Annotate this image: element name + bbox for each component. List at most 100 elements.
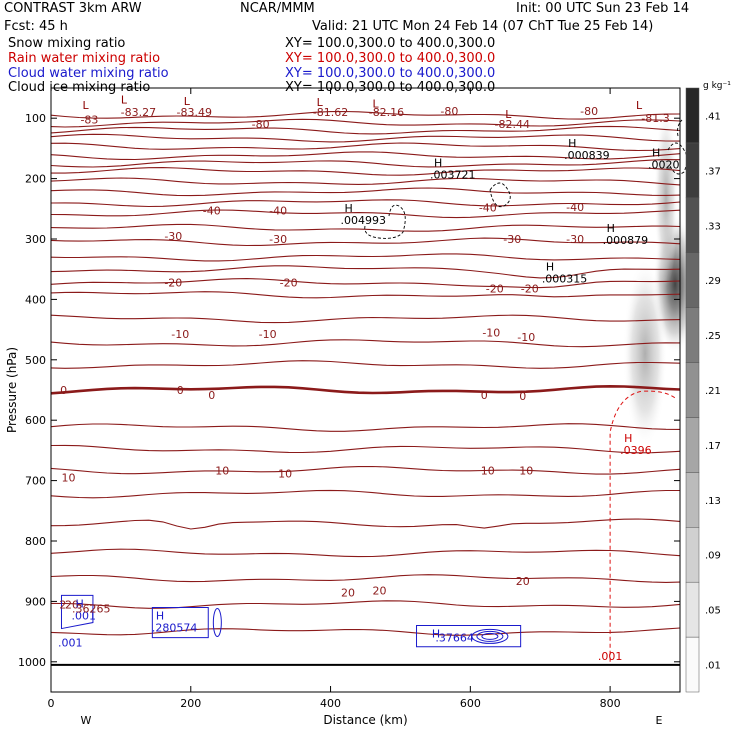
low-level-label: 2 bbox=[59, 598, 66, 611]
isotherm-label: -30 bbox=[269, 233, 287, 246]
field-xy-rain: XY= 100.0,300.0 to 400.0,300.0 bbox=[285, 51, 496, 66]
colorbar-cell bbox=[685, 636, 700, 693]
extremum-value: .000879 bbox=[603, 234, 649, 247]
isotherm-label: -10 bbox=[259, 328, 277, 341]
isotherm-label: -80 bbox=[440, 105, 458, 118]
isotherm-label: 0 bbox=[177, 384, 184, 397]
cloud-water-label: .001 bbox=[58, 636, 83, 649]
isotherm-line bbox=[50, 444, 681, 454]
isotherm-line bbox=[50, 253, 681, 262]
isotherm-label: 0 bbox=[481, 389, 488, 402]
colorbar-layer: .41 .37 .33 .29 .25 .21 .17 .13 .09 .05 .01 g kg⁻¹ bbox=[685, 81, 731, 693]
y-tick-label: 200 bbox=[25, 173, 46, 186]
low-level-label: .36265 bbox=[72, 603, 111, 616]
x-tick-label: 400 bbox=[320, 697, 341, 710]
colorbar-cell bbox=[685, 142, 700, 199]
isotherm-label: 20 bbox=[516, 575, 530, 588]
isotherm-label: 0 bbox=[60, 384, 67, 397]
isotherm-label: -83.27 bbox=[121, 106, 156, 119]
colorbar-unit: g kg⁻¹ bbox=[703, 81, 731, 91]
colorbar-tick-label: .13 bbox=[705, 496, 721, 507]
cloud-water-contour bbox=[60, 594, 94, 630]
extremum-mark: H bbox=[607, 222, 615, 235]
isotherm-line bbox=[50, 151, 681, 161]
field-xy-snow: XY= 100.0,300.0 to 400.0,300.0 bbox=[285, 36, 496, 51]
isotherm-line bbox=[50, 314, 681, 324]
isotherm-label: -20 bbox=[280, 276, 298, 289]
extremum-value: .004993 bbox=[341, 214, 387, 227]
cloud-ice-contour bbox=[489, 182, 511, 208]
extremum-mark: L bbox=[372, 97, 379, 110]
isotherm-layer bbox=[50, 110, 681, 636]
extremum-mark: L bbox=[317, 96, 324, 109]
isotherm-label: 0 bbox=[519, 390, 526, 403]
isotherm-line bbox=[50, 133, 681, 143]
colorbar-tick-label: .29 bbox=[705, 276, 721, 287]
isotherm-label: -30 bbox=[164, 230, 182, 243]
center-name: NCAR/MMM bbox=[240, 1, 315, 16]
isotherm-line bbox=[50, 199, 681, 208]
forecast-hour: Fcst: 45 h bbox=[4, 19, 68, 34]
y-tick-label: 700 bbox=[25, 475, 46, 488]
isotherm-line bbox=[50, 518, 681, 530]
extremum-mark: H bbox=[432, 628, 440, 641]
extremum-value: .000315 bbox=[542, 272, 588, 285]
init-time: Init: 00 UTC Sun 23 Feb 14 bbox=[516, 1, 690, 16]
colorbar-cell bbox=[685, 307, 700, 363]
colorbar-cell bbox=[685, 87, 700, 144]
low-level-label: .37664 bbox=[435, 632, 474, 645]
isotherm-label: -82.44 bbox=[495, 118, 530, 131]
isotherm-label: -81.62 bbox=[313, 106, 348, 119]
snow-shade-upper bbox=[654, 106, 679, 287]
y-tick-label: 800 bbox=[25, 535, 46, 548]
isotherm-line bbox=[50, 237, 681, 247]
extremum-mark: H bbox=[434, 157, 442, 170]
isotherm-label: -20 bbox=[521, 283, 539, 296]
isotherm-label: 10 bbox=[278, 467, 292, 480]
isotherm-line bbox=[50, 548, 681, 558]
cloud-ice-contour bbox=[677, 119, 683, 137]
isotherm-label: 20 bbox=[341, 586, 355, 599]
cloud-water-contour bbox=[481, 632, 499, 640]
cloud-ice-contour bbox=[364, 204, 406, 239]
colorbar-tick-label: .37 bbox=[705, 166, 721, 177]
isotherm-label: -83 bbox=[80, 113, 98, 126]
isotherm-label: 10 bbox=[215, 464, 229, 477]
isotherm-line bbox=[50, 209, 681, 219]
colorbar-tick-label: .33 bbox=[705, 221, 721, 232]
cloud-water-contour bbox=[151, 606, 209, 639]
isotherm-line bbox=[50, 600, 681, 609]
isotherm-label: 10 bbox=[61, 472, 75, 485]
x-end-label-west: W bbox=[80, 714, 91, 727]
cloud-water-contour bbox=[471, 628, 509, 644]
model-title: CONTRAST 3km ARW bbox=[4, 1, 142, 16]
isotherm-line bbox=[50, 291, 681, 299]
isotherm-label: -40 bbox=[479, 202, 497, 215]
extremum-value: .001 bbox=[71, 609, 96, 622]
extremum-mark: H bbox=[156, 610, 164, 623]
x-end-label-east: E bbox=[656, 714, 663, 727]
isotherm-line bbox=[50, 265, 681, 279]
snow-shade-lower bbox=[623, 258, 668, 449]
extremum-value: .0396 bbox=[620, 444, 652, 457]
contour-label-layer: -83 -83.27 -83.49 -80 -81.62 -82.16 -80 -82.44 -… bbox=[58, 94, 680, 663]
extremum-value: .000839 bbox=[564, 149, 610, 162]
extremum-mark: L bbox=[505, 108, 512, 121]
isotherm-line bbox=[50, 223, 681, 232]
rain-water-contour bbox=[609, 390, 677, 662]
isotherm-line bbox=[50, 489, 680, 499]
y-tick-label: 900 bbox=[25, 595, 46, 608]
rain-contour-label: .001 bbox=[598, 650, 623, 663]
y-tick-label: 1000 bbox=[18, 656, 46, 669]
isotherm-label: -40 bbox=[566, 201, 584, 214]
x-tick-label: 0 bbox=[48, 697, 55, 710]
cloud-water-contour bbox=[476, 630, 504, 642]
isotherm-line bbox=[50, 159, 681, 168]
y-tick-label: 300 bbox=[25, 233, 46, 246]
mixing-ratio-contour-layer bbox=[60, 119, 688, 662]
isotherm-line bbox=[50, 278, 681, 289]
isotherm-line bbox=[50, 125, 681, 135]
isotherm-line bbox=[50, 177, 681, 186]
isotherm-label: -80 bbox=[252, 118, 270, 131]
isotherm-label: -81.3 bbox=[641, 112, 669, 125]
